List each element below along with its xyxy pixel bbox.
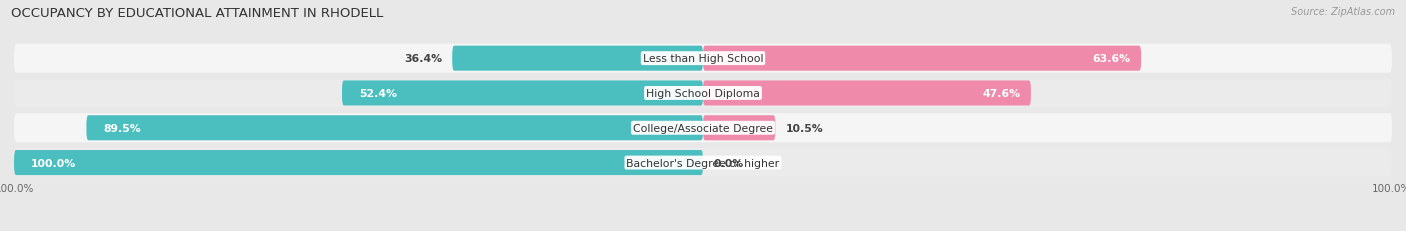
Text: 52.4%: 52.4%	[359, 88, 398, 99]
Text: High School Diploma: High School Diploma	[647, 88, 759, 99]
FancyBboxPatch shape	[14, 114, 1392, 143]
Text: 100.0%: 100.0%	[31, 158, 76, 168]
Text: Less than High School: Less than High School	[643, 54, 763, 64]
FancyBboxPatch shape	[14, 150, 703, 175]
Text: 10.5%: 10.5%	[786, 123, 824, 133]
Text: Source: ZipAtlas.com: Source: ZipAtlas.com	[1291, 7, 1395, 17]
Text: 0.0%: 0.0%	[713, 158, 744, 168]
Text: OCCUPANCY BY EDUCATIONAL ATTAINMENT IN RHODELL: OCCUPANCY BY EDUCATIONAL ATTAINMENT IN R…	[11, 7, 384, 20]
Text: Bachelor's Degree or higher: Bachelor's Degree or higher	[627, 158, 779, 168]
FancyBboxPatch shape	[342, 81, 703, 106]
FancyBboxPatch shape	[703, 81, 1031, 106]
Text: 47.6%: 47.6%	[983, 88, 1021, 99]
FancyBboxPatch shape	[703, 116, 775, 141]
FancyBboxPatch shape	[14, 148, 1392, 177]
Text: 36.4%: 36.4%	[404, 54, 441, 64]
Text: 63.6%: 63.6%	[1092, 54, 1130, 64]
FancyBboxPatch shape	[14, 79, 1392, 108]
FancyBboxPatch shape	[703, 46, 1142, 71]
FancyBboxPatch shape	[453, 46, 703, 71]
FancyBboxPatch shape	[86, 116, 703, 141]
Text: College/Associate Degree: College/Associate Degree	[633, 123, 773, 133]
FancyBboxPatch shape	[14, 44, 1392, 73]
Text: 89.5%: 89.5%	[104, 123, 142, 133]
Legend: Owner-occupied, Renter-occupied: Owner-occupied, Renter-occupied	[593, 228, 813, 231]
